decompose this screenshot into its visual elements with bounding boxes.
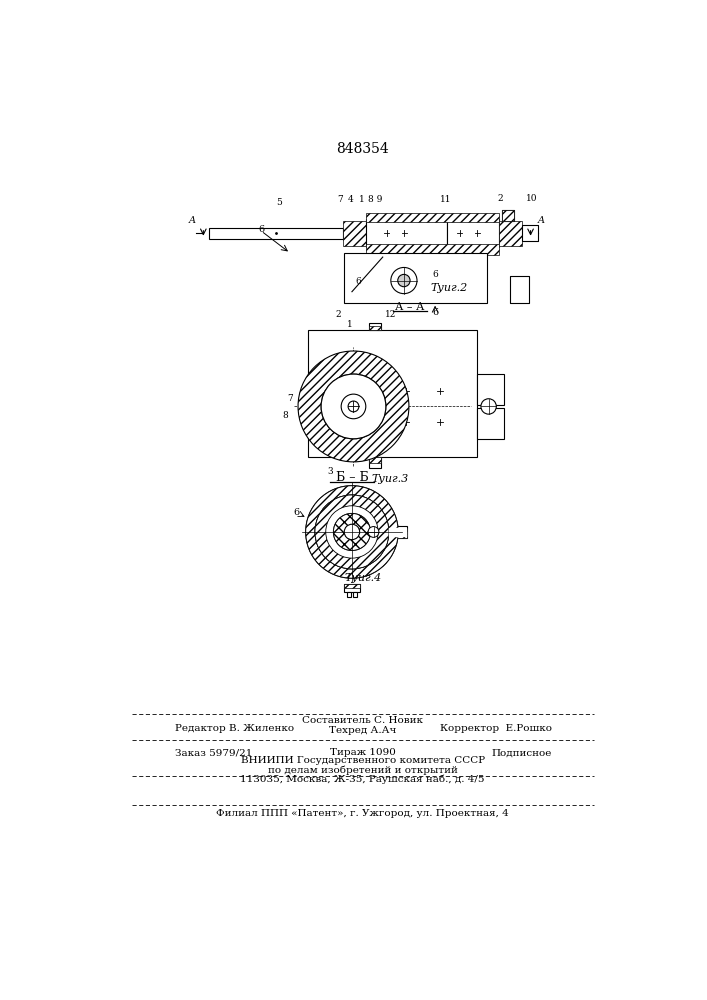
Circle shape xyxy=(341,394,366,419)
Text: Τуиг.4: Τуиг.4 xyxy=(345,573,382,583)
Bar xyxy=(510,276,529,303)
Text: 2: 2 xyxy=(498,194,503,203)
Bar xyxy=(308,330,477,457)
Bar xyxy=(502,210,515,221)
Bar xyxy=(353,592,357,597)
Circle shape xyxy=(315,495,389,569)
Text: А – А: А – А xyxy=(395,302,424,312)
Bar xyxy=(522,225,537,241)
Bar xyxy=(522,225,537,241)
Text: Тираж 1090: Тираж 1090 xyxy=(329,748,396,757)
Text: 10: 10 xyxy=(527,194,538,203)
Text: по делам изобретений и открытий: по делам изобретений и открытий xyxy=(268,765,457,775)
Bar xyxy=(346,592,351,597)
Text: Техред А.Ач: Техред А.Ач xyxy=(329,726,397,735)
Text: Заказ 5979/21: Заказ 5979/21 xyxy=(175,748,252,757)
Bar xyxy=(344,584,360,592)
Circle shape xyxy=(398,274,410,287)
Text: 8: 8 xyxy=(283,411,288,420)
Bar xyxy=(209,228,343,239)
Circle shape xyxy=(368,527,379,537)
Text: ВНИИПИ Государственного комитета СССР: ВНИИПИ Государственного комитета СССР xyxy=(240,756,485,765)
Text: 7: 7 xyxy=(337,195,344,204)
Text: 113035, Москва, Ж-35, Раушская наб., д. 4/5: 113035, Москва, Ж-35, Раушская наб., д. … xyxy=(240,774,485,784)
Wedge shape xyxy=(298,351,409,462)
Circle shape xyxy=(391,267,417,294)
Bar xyxy=(369,457,381,468)
Bar xyxy=(502,210,515,221)
Text: Τуиг.2: Τуиг.2 xyxy=(431,283,467,293)
Wedge shape xyxy=(305,486,398,578)
Text: A: A xyxy=(538,216,545,225)
Bar xyxy=(366,244,499,255)
Circle shape xyxy=(305,486,398,578)
Bar xyxy=(366,213,499,222)
Text: 7: 7 xyxy=(288,394,293,403)
Text: 6: 6 xyxy=(355,277,361,286)
Text: 5: 5 xyxy=(276,198,281,207)
Circle shape xyxy=(344,524,360,540)
Text: 848354: 848354 xyxy=(337,142,389,156)
Bar xyxy=(390,526,407,538)
Bar xyxy=(366,219,447,247)
Bar xyxy=(343,221,366,246)
Text: 6: 6 xyxy=(432,270,438,279)
Bar xyxy=(390,532,407,538)
Bar xyxy=(369,326,381,330)
Text: 2: 2 xyxy=(335,310,341,319)
Bar xyxy=(477,408,504,439)
Text: 1: 1 xyxy=(359,195,365,204)
Bar xyxy=(499,221,522,246)
Text: 4: 4 xyxy=(348,195,354,204)
Circle shape xyxy=(348,401,359,412)
Text: 11: 11 xyxy=(440,195,452,204)
Text: Б – Б: Б – Б xyxy=(336,471,368,484)
Bar xyxy=(510,276,529,303)
Text: Подписное: Подписное xyxy=(492,748,552,757)
Bar xyxy=(369,323,381,330)
Text: Филиал ППП «Патент», г. Ужгород, ул. Проектная, 4: Филиал ППП «Патент», г. Ужгород, ул. Про… xyxy=(216,808,509,818)
Text: 1: 1 xyxy=(346,320,353,329)
Bar xyxy=(447,219,499,247)
Text: Корректор  Е.Рошко: Корректор Е.Рошко xyxy=(440,724,552,733)
Wedge shape xyxy=(315,495,389,569)
Circle shape xyxy=(334,513,370,550)
Wedge shape xyxy=(334,513,370,550)
Text: 6: 6 xyxy=(293,508,300,517)
Bar xyxy=(344,584,360,588)
Bar xyxy=(344,253,486,303)
Text: Составитель С. Новик: Составитель С. Новик xyxy=(302,716,423,725)
Text: Τуиг.3: Τуиг.3 xyxy=(372,474,409,484)
Text: 6: 6 xyxy=(432,308,438,317)
Bar xyxy=(477,374,504,405)
Circle shape xyxy=(481,399,496,414)
Bar xyxy=(369,457,381,463)
Text: 6: 6 xyxy=(258,225,264,234)
Text: 8 9: 8 9 xyxy=(368,195,382,204)
Text: 3: 3 xyxy=(327,467,333,476)
Text: A: A xyxy=(189,216,196,225)
Text: Редактор В. Жиленко: Редактор В. Жиленко xyxy=(175,724,294,733)
Circle shape xyxy=(321,374,386,439)
Text: 12: 12 xyxy=(385,310,396,319)
